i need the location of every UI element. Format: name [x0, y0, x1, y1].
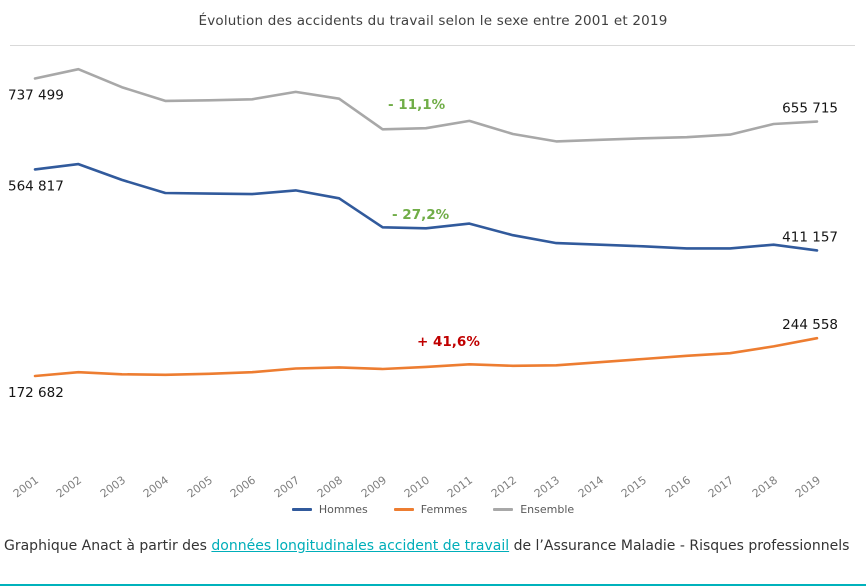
annotation-femmes-change: + 41,6% — [417, 334, 480, 350]
caption-text-after-link: de l’Assurance Maladie - Risques profess… — [509, 538, 850, 554]
end-value-label-ensemble: 655 715 — [782, 101, 838, 117]
annotation-ensemble-change: - 11,1% — [388, 97, 446, 113]
legend-label-femmes: Femmes — [420, 503, 468, 516]
source-caption: Graphique Anact à partir des données lon… — [0, 536, 866, 557]
legend-item-femmes: Femmes — [393, 503, 468, 516]
legend-mark-femmes — [393, 508, 414, 511]
chart-title: Évolution des accidents du travail selon… — [198, 13, 668, 29]
caption-link-donnees-longitudinales[interactable]: données longitudinales accident de trava… — [211, 538, 510, 554]
chart-legend: Hommes Femmes Ensemble — [0, 503, 866, 516]
legend-mark-ensemble — [493, 508, 514, 511]
start-value-label-ensemble: 737 499 — [8, 88, 64, 104]
legend-item-ensemble: Ensemble — [493, 503, 574, 516]
end-value-label-femmes: 244 558 — [782, 317, 838, 333]
legend-label-ensemble: Ensemble — [520, 503, 575, 516]
chart-top-divider — [10, 45, 855, 46]
end-value-label-hommes: 411 157 — [782, 229, 838, 245]
legend-item-hommes: Hommes — [291, 503, 368, 516]
series-line-femmes — [33, 336, 819, 378]
legend-mark-hommes — [291, 508, 312, 511]
bottom-teal-rule — [0, 584, 866, 586]
legend-label-hommes: Hommes — [318, 503, 368, 516]
series-line-ensemble — [33, 67, 819, 143]
series-line-hommes — [33, 162, 819, 252]
annotation-hommes-change: - 27,2% — [392, 207, 450, 223]
start-value-label-hommes: 564 817 — [8, 178, 64, 194]
start-value-label-femmes: 172 682 — [8, 385, 64, 401]
caption-text-before-link: Graphique Anact à partir des — [4, 538, 212, 554]
line-chart-plot: 564 817 411 157 172 682 244 558 737 499 655 7… — [8, 67, 838, 401]
